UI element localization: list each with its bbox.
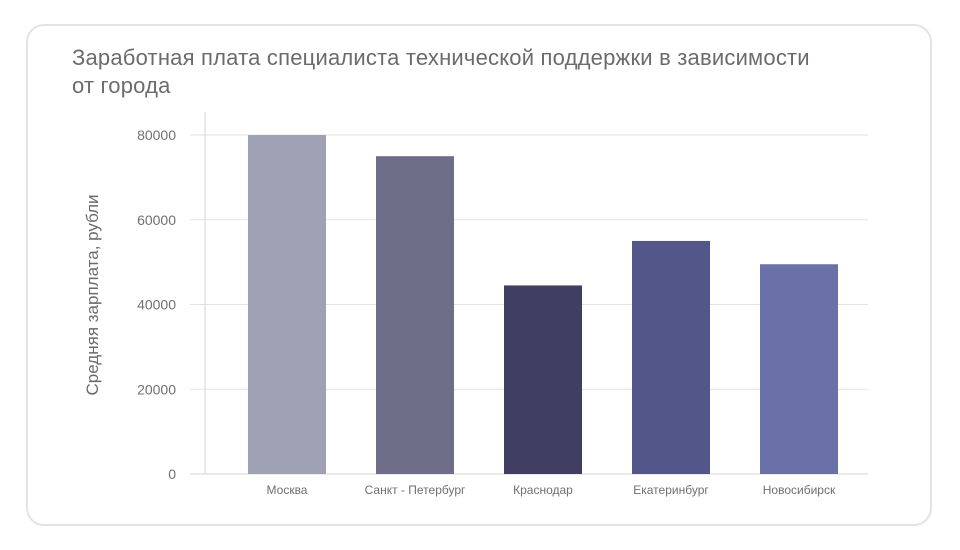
y-tick-label: 20000: [137, 381, 176, 397]
bar: [632, 240, 710, 474]
bars: [248, 135, 838, 474]
y-tick-label: 40000: [137, 297, 176, 313]
x-tick-labels: Москва Санкт - Петербург Краснодар Екатерин…: [267, 483, 836, 497]
bar: [504, 285, 582, 474]
x-tick-label: Екатеринбург: [633, 483, 709, 497]
y-tick-labels: 0 20000 40000 60000 80000: [137, 127, 176, 482]
chart-title: Заработная плата специалиста технической…: [72, 45, 810, 98]
bar: [376, 156, 454, 474]
x-tick-label: Краснодар: [513, 483, 573, 497]
y-tick-label: 0: [168, 466, 176, 482]
x-tick-label: Москва: [267, 483, 308, 497]
y-tick-label: 80000: [137, 127, 176, 143]
bar: [248, 135, 326, 474]
x-tick-label: Санкт - Петербург: [365, 483, 466, 497]
y-axis-label: Средняя зарплата, рубли: [83, 194, 102, 395]
x-tick-label: Новосибирск: [763, 483, 836, 497]
bar: [760, 264, 838, 474]
y-tick-label: 60000: [137, 212, 176, 228]
